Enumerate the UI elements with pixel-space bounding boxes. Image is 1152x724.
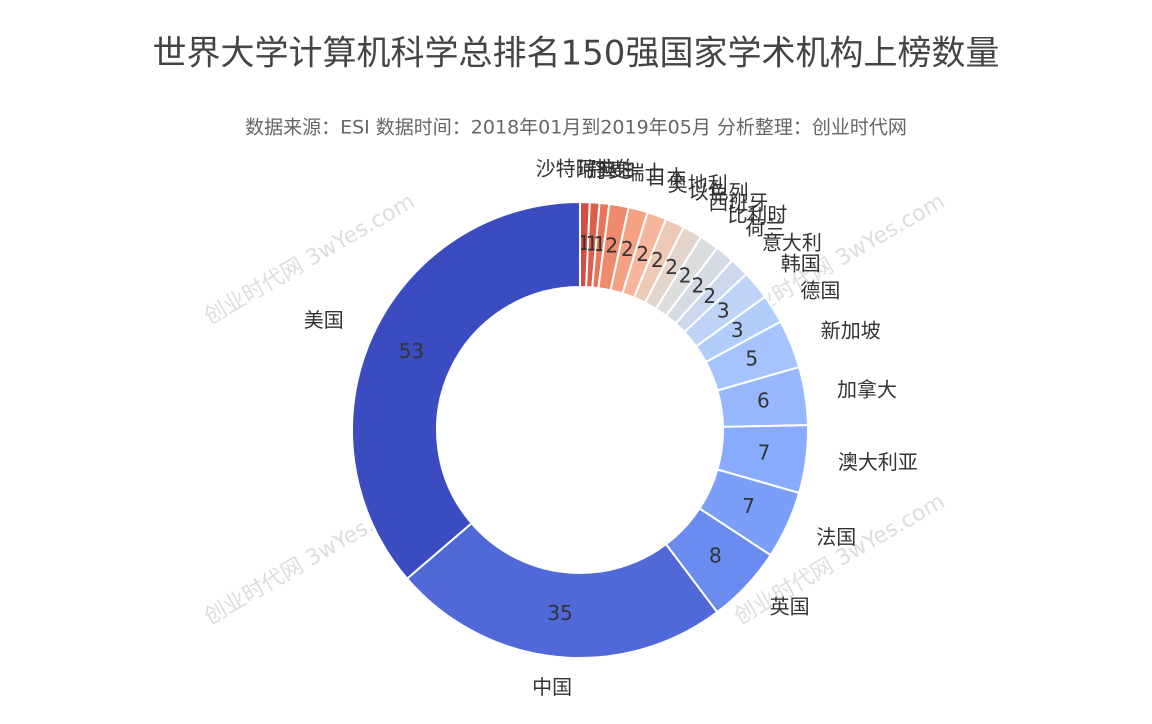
chart-subtitle: 数据来源：ESI 数据时间：2018年01月到2019年05月 分析整理：创业时…: [245, 117, 907, 139]
slice-label: 韩国: [781, 251, 821, 275]
value-label: 2: [679, 264, 692, 288]
value-label: 2: [621, 237, 634, 261]
slice-label: 奥地利: [668, 172, 728, 196]
value-label: 7: [758, 440, 771, 464]
slice-label: 瑞士: [625, 160, 665, 184]
value-label: 8: [709, 543, 722, 567]
slice-label: 西班牙: [708, 190, 768, 214]
slice-label: 中国: [532, 675, 572, 699]
slice-label: 美国: [304, 308, 344, 332]
slice-label: 法国: [816, 525, 856, 549]
slice-label: 新加坡: [821, 318, 881, 342]
value-label: 35: [547, 601, 572, 625]
slice-label: 瑞典: [577, 157, 617, 181]
slice-label: 英国: [770, 594, 810, 618]
chart-title: 世界大学计算机科学总排名150强国家学术机构上榜数量: [153, 34, 1000, 74]
donut-slice: [405, 521, 719, 659]
value-label: 2: [651, 248, 664, 272]
slice-label: 加拿大: [837, 377, 897, 401]
value-label: 2: [665, 255, 678, 279]
slice-label: 丹麦: [588, 158, 628, 182]
value-label: 7: [742, 494, 755, 518]
slice-label: 荷兰: [745, 216, 785, 240]
value-label: 3: [717, 299, 730, 323]
value-label: 53: [399, 339, 424, 363]
value-label: 6: [757, 389, 770, 413]
donut-slice: [351, 200, 581, 581]
slice-label: 比利时: [727, 202, 787, 226]
value-label: 2: [605, 234, 618, 258]
slice-label: 德国: [800, 279, 840, 303]
value-label: 2: [636, 242, 649, 266]
value-label: 2: [703, 284, 716, 308]
slice-label: 意大利: [762, 231, 822, 255]
slice-label: 日本: [646, 165, 686, 189]
value-label: 3: [731, 318, 744, 342]
slice-label: 以色列: [688, 180, 748, 204]
slice-label: 沙特阿拉伯: [536, 157, 636, 181]
value-label: 5: [745, 346, 758, 370]
slice-label: 澳大利亚: [838, 450, 918, 474]
value-label: 2: [692, 273, 705, 297]
